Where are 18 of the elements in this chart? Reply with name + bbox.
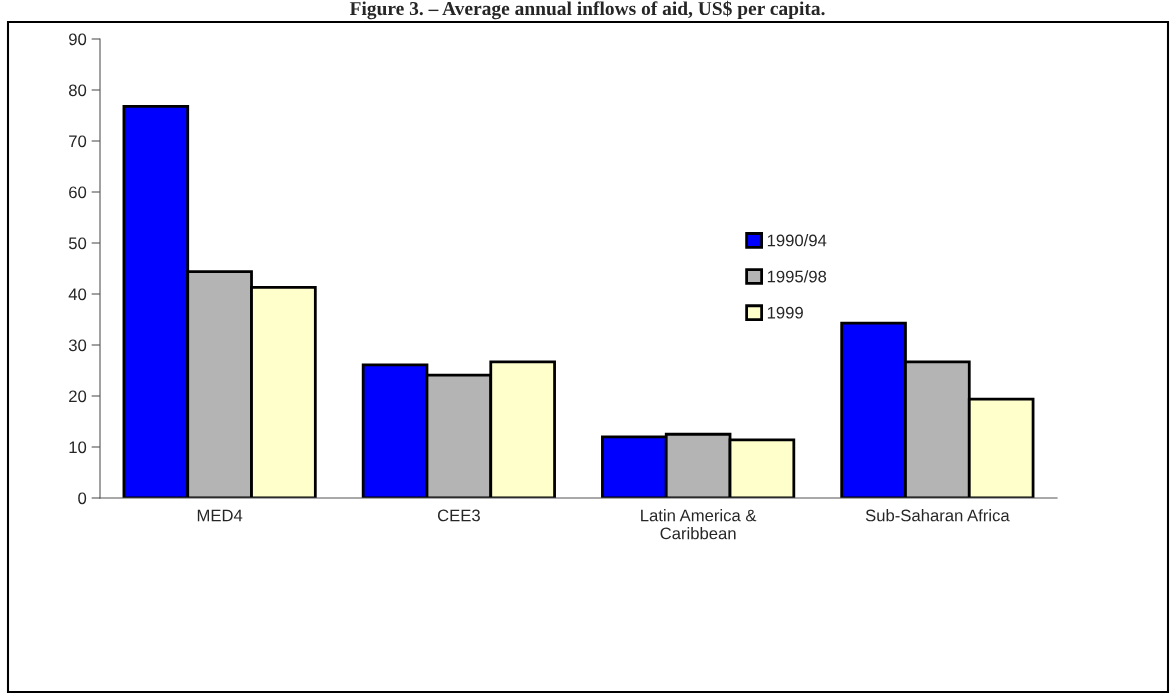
y-tick-label: 0 [78,492,87,505]
y-tick-label: 80 [68,84,87,97]
legend-label: 1990/94 [767,234,827,247]
y-tick-label: 50 [68,237,87,250]
y-tick-label: 70 [69,135,87,148]
x-tick-label: MED4 [197,509,243,522]
legend-label: 1995/98 [767,270,827,283]
y-tick-label: 10 [69,441,87,454]
y-tick-label: 40 [68,288,87,301]
x-tick-label: Sub-Saharan Africa [865,509,1010,522]
y-tick-label: 90 [69,33,87,46]
y-tick-label: 60 [69,186,87,199]
y-tick-label: 30 [68,339,87,352]
x-tick-label: CEE3 [437,509,480,522]
chart-title: Figure 3. – Average annual inflows of aid, US$ per capita. [349,0,825,20]
x-tick-label: Latin America & Caribbean [641,509,757,540]
y-tick-label: 20 [69,390,87,403]
legend-label: 1999 [767,306,803,319]
